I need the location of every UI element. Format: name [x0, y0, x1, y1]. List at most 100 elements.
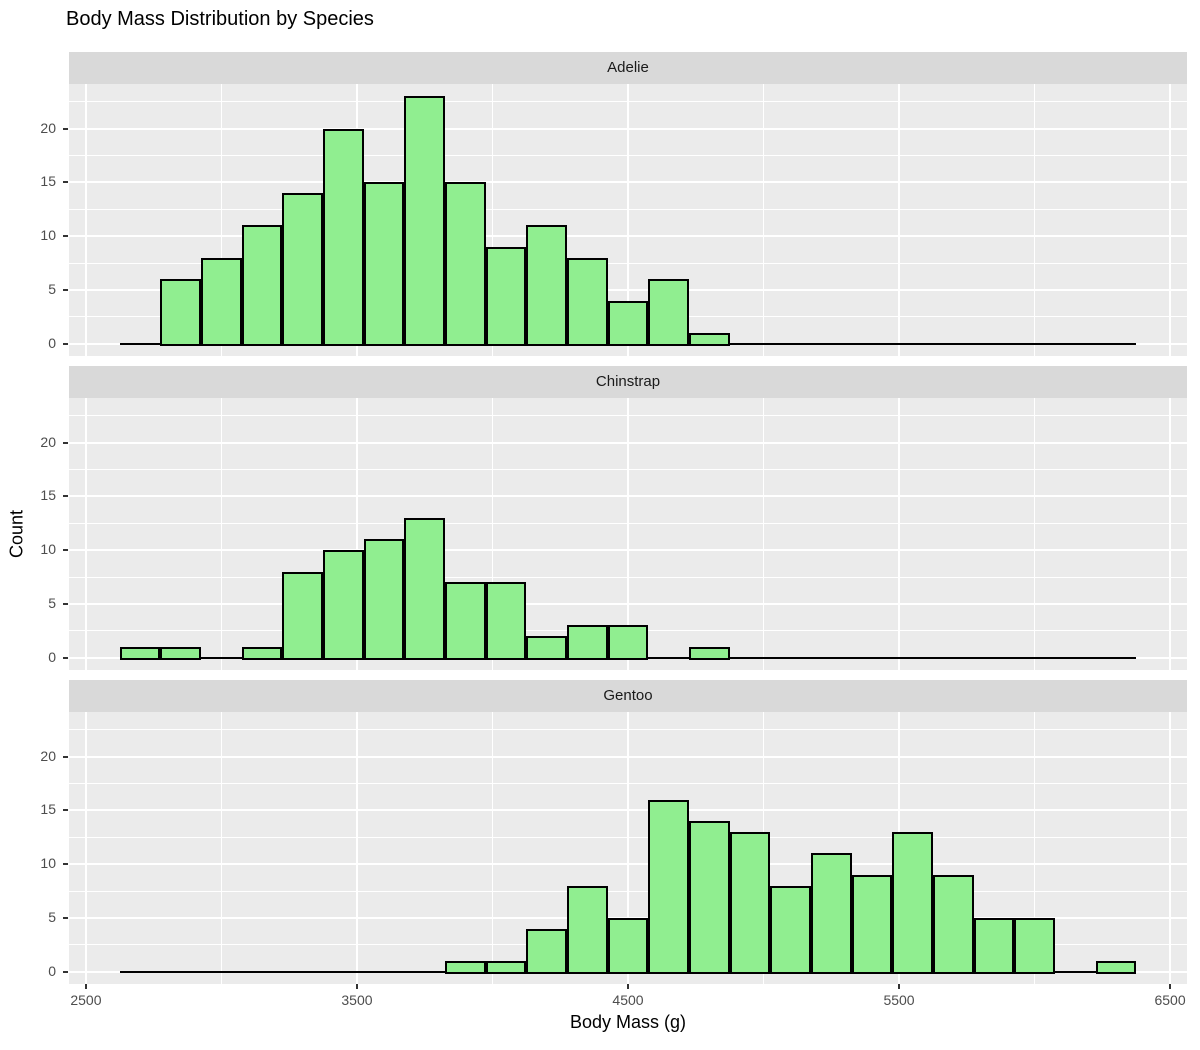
y-tick-mark	[63, 342, 68, 345]
y-tick-mark	[63, 863, 68, 866]
histogram-bar	[526, 636, 567, 660]
y-minor-gridline	[69, 208, 1187, 210]
x-tick-label: 5500	[883, 992, 915, 1008]
facet-strip-chinstrap: Chinstrap	[69, 366, 1187, 398]
facet-strip-label: Chinstrap	[595, 373, 661, 390]
histogram-bar	[607, 625, 649, 660]
y-major-gridline	[69, 441, 1187, 444]
facet-strip-adelie: Adelie	[69, 52, 1187, 84]
y-tick-mark	[63, 755, 68, 758]
histogram-bar	[1014, 917, 1055, 974]
y-major-gridline	[69, 863, 1187, 866]
x-minor-gridline	[491, 84, 493, 356]
x-minor-gridline	[763, 398, 764, 670]
histogram-bar	[932, 874, 974, 974]
y-major-gridline	[69, 549, 1187, 552]
x-major-gridline	[355, 712, 358, 984]
x-major-gridline	[627, 398, 629, 670]
y-minor-gridline	[69, 468, 1187, 470]
y-major-gridline	[69, 755, 1187, 758]
y-tick-mark	[63, 127, 68, 130]
histogram-bar	[485, 246, 527, 346]
x-major-gridline	[1169, 84, 1172, 356]
y-minor-gridline	[69, 576, 1187, 578]
histogram-bar	[241, 225, 283, 346]
y-tick-label: 5	[48, 280, 56, 297]
x-tick-label: 4500	[612, 992, 644, 1008]
histogram-bar	[892, 831, 933, 974]
x-minor-gridline	[220, 84, 222, 356]
x-major-gridline	[84, 712, 87, 984]
x-major-gridline	[627, 84, 629, 356]
histogram-bar	[607, 300, 649, 346]
x-axis-title: Body Mass (g)	[569, 1012, 687, 1032]
x-tick-mark	[1169, 984, 1172, 989]
histogram-bar	[1095, 960, 1137, 974]
histogram-bar	[445, 582, 486, 660]
facet-panel-chinstrap	[69, 398, 1187, 670]
histogram-bar	[485, 582, 527, 660]
histogram-bar	[323, 128, 364, 346]
y-minor-gridline	[69, 154, 1187, 156]
x-minor-gridline	[1034, 84, 1036, 356]
histogram-bar	[363, 539, 405, 660]
x-minor-gridline	[220, 398, 222, 670]
histogram-bar	[688, 332, 730, 346]
y-tick-mark	[63, 549, 68, 552]
y-tick-label: 10	[40, 855, 56, 872]
x-tick-label: 3500	[341, 992, 373, 1008]
y-minor-gridline	[69, 729, 1187, 731]
x-major-gridline	[1169, 398, 1172, 670]
y-tick-mark	[63, 656, 68, 659]
histogram-bar	[567, 885, 608, 974]
y-major-gridline	[69, 602, 1187, 605]
histogram-bar	[607, 917, 649, 974]
y-tick-mark	[63, 916, 68, 919]
y-tick-label: 5	[48, 908, 56, 925]
histogram-bar	[404, 517, 446, 660]
histogram-bar	[567, 257, 608, 346]
histogram-bar	[526, 928, 567, 974]
y-minor-gridline	[69, 522, 1187, 524]
histogram-bar	[282, 193, 324, 346]
histogram-bar	[241, 646, 283, 660]
x-major-gridline	[84, 84, 87, 356]
x-minor-gridline	[491, 398, 493, 670]
histogram-bar	[363, 182, 405, 346]
histogram-bar	[526, 225, 567, 346]
y-minor-gridline	[69, 890, 1187, 892]
facet-strip-gentoo: Gentoo	[69, 680, 1187, 712]
x-major-gridline	[627, 712, 629, 984]
x-tick-mark	[627, 984, 629, 989]
y-major-gridline	[69, 235, 1187, 238]
y-tick-mark	[63, 288, 68, 291]
y-tick-label: 20	[40, 433, 56, 450]
y-tick-label: 5	[48, 594, 56, 611]
y-tick-label: 15	[40, 801, 56, 818]
y-minor-gridline	[69, 101, 1187, 103]
x-major-gridline	[898, 398, 901, 670]
histogram-bar	[485, 960, 527, 974]
facet-panel-adelie	[69, 84, 1187, 356]
y-tick-label: 0	[48, 962, 56, 979]
histogram-bar	[445, 182, 486, 346]
histogram-bar	[973, 917, 1015, 974]
histogram-bar	[160, 279, 202, 346]
y-tick-mark	[63, 970, 68, 973]
y-tick-mark	[63, 235, 68, 238]
histogram-bar	[119, 646, 161, 660]
y-tick-label: 20	[40, 747, 56, 764]
x-tick-mark	[355, 984, 358, 989]
y-major-gridline	[69, 181, 1187, 184]
y-tick-label: 10	[40, 227, 56, 244]
histogram-bar	[810, 853, 852, 974]
y-tick-label: 15	[40, 487, 56, 504]
histogram-bar	[688, 646, 730, 660]
histogram-bar	[282, 571, 324, 660]
x-tick-mark	[84, 984, 87, 989]
y-major-gridline	[69, 288, 1187, 291]
y-minor-gridline	[69, 836, 1187, 838]
y-tick-label: 15	[40, 173, 56, 190]
x-minor-gridline	[1034, 712, 1036, 984]
y-tick-mark	[63, 809, 68, 812]
